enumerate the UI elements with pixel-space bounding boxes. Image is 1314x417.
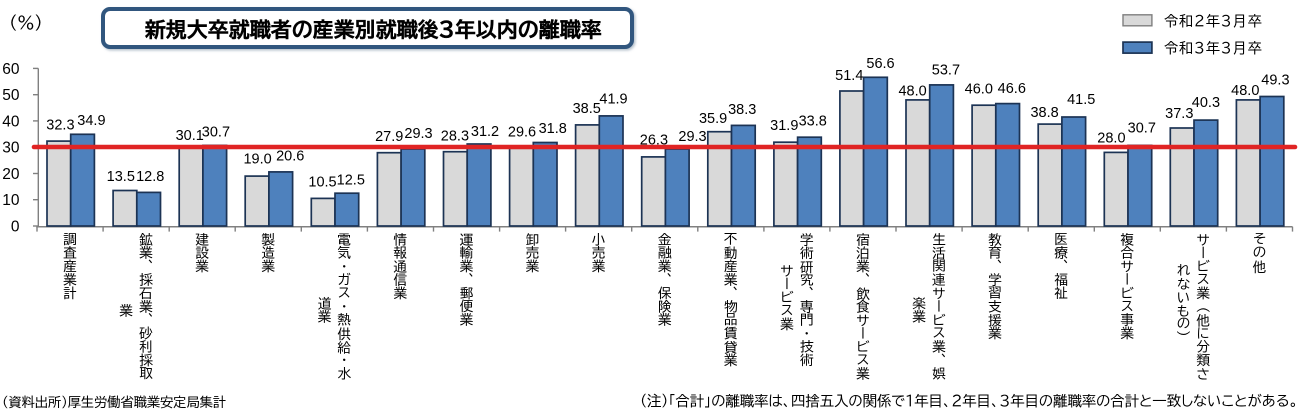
- svg-text:29.3: 29.3: [678, 129, 706, 145]
- svg-text:26.3: 26.3: [640, 132, 668, 148]
- svg-text:33.8: 33.8: [799, 114, 827, 130]
- svg-text:41.9: 41.9: [599, 91, 627, 107]
- svg-text:48.0: 48.0: [898, 83, 926, 99]
- svg-text:35.9: 35.9: [699, 111, 727, 127]
- svg-text:19.0: 19.0: [243, 152, 271, 168]
- svg-text:28.3: 28.3: [441, 129, 469, 145]
- svg-text:40: 40: [2, 113, 20, 130]
- svg-text:38.8: 38.8: [1030, 105, 1058, 121]
- svg-text:49.3: 49.3: [1261, 73, 1289, 89]
- svg-text:60: 60: [2, 61, 20, 78]
- svg-text:30: 30: [2, 140, 20, 157]
- svg-text:0: 0: [11, 218, 20, 235]
- svg-text:50: 50: [2, 87, 20, 104]
- svg-text:40.3: 40.3: [1192, 95, 1220, 111]
- svg-text:30.1: 30.1: [176, 128, 204, 144]
- svg-text:31.9: 31.9: [770, 118, 798, 134]
- svg-text:28.0: 28.0: [1097, 130, 1125, 146]
- svg-text:48.0: 48.0: [1231, 83, 1259, 99]
- svg-text:13.5: 13.5: [107, 169, 135, 185]
- svg-text:20.6: 20.6: [276, 149, 304, 165]
- svg-text:12.8: 12.8: [136, 169, 164, 185]
- svg-text:56.6: 56.6: [866, 56, 894, 72]
- svg-text:51.4: 51.4: [835, 68, 863, 84]
- svg-text:37.3: 37.3: [1165, 106, 1193, 122]
- svg-text:34.9: 34.9: [77, 113, 105, 129]
- svg-text:41.5: 41.5: [1067, 92, 1095, 108]
- svg-text:10.5: 10.5: [308, 175, 336, 191]
- svg-text:46.0: 46.0: [965, 82, 993, 98]
- svg-text:29.6: 29.6: [508, 125, 536, 141]
- svg-text:10: 10: [2, 192, 20, 209]
- svg-text:31.2: 31.2: [471, 124, 499, 140]
- svg-text:29.3: 29.3: [404, 126, 432, 142]
- svg-text:20: 20: [2, 166, 20, 183]
- svg-text:30.7: 30.7: [202, 125, 230, 141]
- svg-text:53.7: 53.7: [932, 62, 960, 78]
- svg-text:46.6: 46.6: [998, 81, 1026, 97]
- svg-text:38.3: 38.3: [728, 102, 756, 118]
- svg-text:30.7: 30.7: [1128, 120, 1156, 136]
- svg-text:38.5: 38.5: [573, 101, 601, 117]
- svg-text:27.9: 27.9: [375, 129, 403, 145]
- svg-text:31.8: 31.8: [539, 121, 567, 137]
- svg-text:12.5: 12.5: [337, 173, 365, 189]
- svg-text:32.3: 32.3: [46, 118, 74, 134]
